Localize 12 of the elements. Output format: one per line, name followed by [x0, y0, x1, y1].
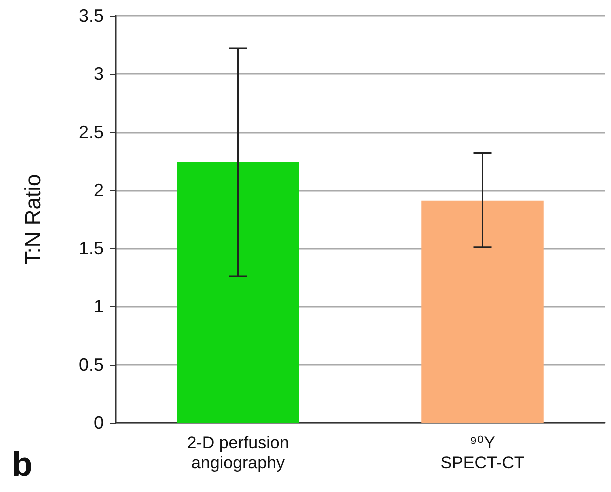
x-tick-label: 2-D perfusion angiography [187, 434, 290, 472]
x-tick-label: ⁹⁰Y SPECT-CT [440, 434, 525, 472]
y-tick-label: 3 [94, 64, 104, 84]
y-tick-label: 1.5 [78, 238, 104, 259]
y-tick-label: 0.5 [78, 354, 104, 375]
y-tick-label: 1 [94, 296, 104, 317]
text: b [12, 446, 33, 484]
y-tick-label: 3.5 [78, 6, 104, 26]
y-tick-label: 2 [94, 180, 104, 200]
y-tick-label: 2.5 [78, 122, 104, 142]
y-axis-title: T:N Ratio [20, 174, 46, 265]
y-tick-label: 0 [94, 413, 104, 433]
